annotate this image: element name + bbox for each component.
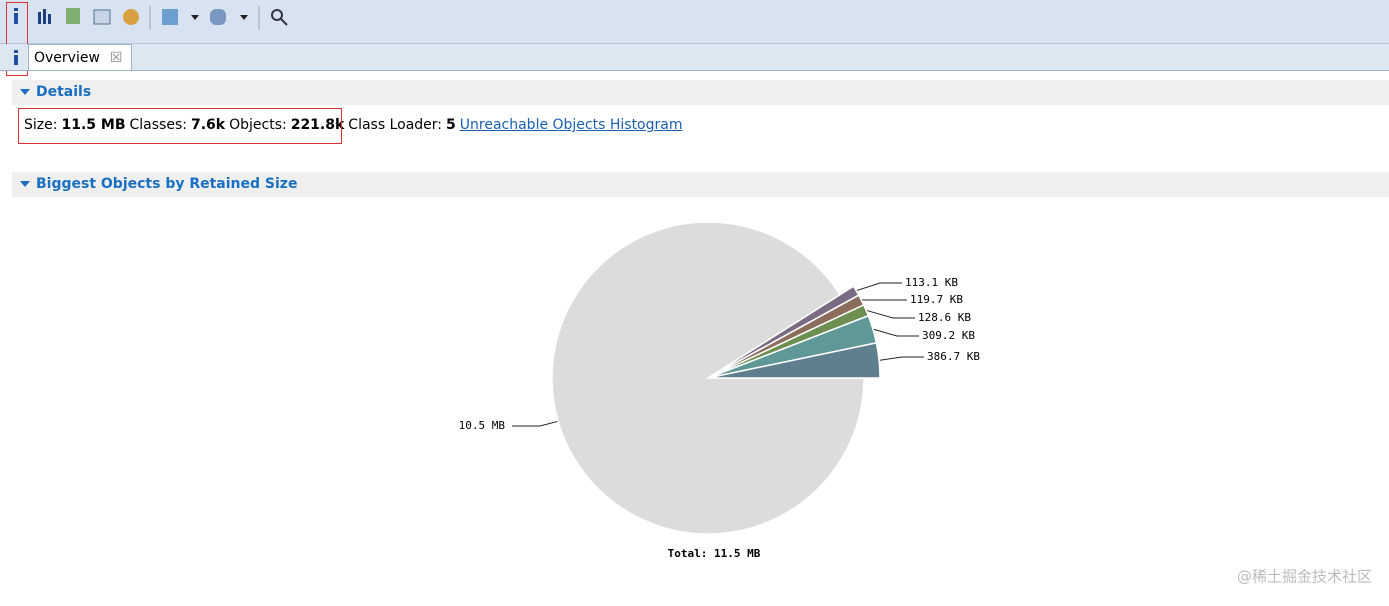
leader-line — [879, 356, 924, 361]
slice-label: 10.5 MB — [459, 419, 506, 432]
slice-label: 119.7 KB — [910, 293, 963, 306]
field-value: 7.6k — [190, 117, 226, 133]
tab[interactable]: Overview ☒ — [28, 44, 132, 70]
section-title: Biggest Objects by Retained Size — [36, 176, 298, 192]
link[interactable]: Unreachable Objects Histogram — [459, 117, 683, 133]
leader-line — [872, 328, 919, 337]
field-label: Classes: — [129, 117, 187, 133]
leader-line — [512, 420, 559, 427]
slice-label: 113.1 KB — [905, 276, 958, 289]
slice-label: 386.7 KB — [927, 350, 980, 363]
toolbar-icons — [14, 6, 288, 30]
tab-icon — [14, 50, 18, 65]
slice-label: 128.6 KB — [918, 311, 971, 324]
field-label: Objects: — [229, 117, 287, 133]
total-label: Total: 11.5 MB — [668, 547, 761, 560]
pie-slice — [707, 341, 881, 379]
tab-label: Overview — [34, 50, 100, 66]
field-value: 5 — [446, 117, 456, 133]
field-label: Class Loader: — [348, 117, 443, 133]
toolbar — [0, 0, 1389, 44]
highlight-box — [6, 2, 28, 76]
tab-bar — [0, 44, 1389, 71]
leader-line — [856, 282, 902, 292]
field-value: 221.8k — [290, 117, 345, 133]
field-value: 11.5 MB — [61, 117, 126, 133]
leader-line — [865, 309, 915, 319]
section-title: Details — [36, 84, 92, 100]
slice-label: 309.2 KB — [922, 329, 975, 342]
watermark: @稀土掘金技术社区 — [1237, 568, 1372, 586]
chart: 10.5 MB 113.1 KB 119.7 KB 128.6 KB 309.2 KB 3… — [459, 221, 1372, 586]
highlight-box — [18, 108, 342, 144]
tab-close[interactable]: ☒ — [109, 50, 123, 66]
field-label: Size: — [24, 117, 58, 133]
section-header[interactable]: Details — [12, 80, 1389, 105]
details-line: Size: 11.5 MB Classes: 7.6k Objects: 221.8k Cl… — [24, 117, 682, 133]
section-header[interactable]: Biggest Objects by Retained Size — [12, 172, 1389, 197]
